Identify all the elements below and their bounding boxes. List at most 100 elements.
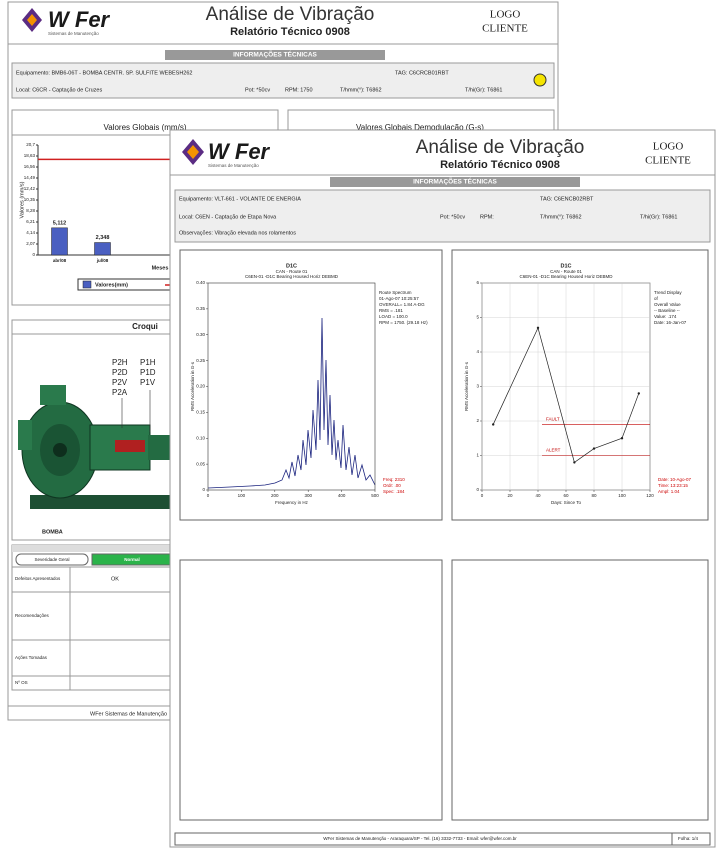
y-tick-label: 0.20 <box>196 384 205 389</box>
x-tick-label: 120 <box>646 493 654 498</box>
rpm: RPM: 1750 <box>285 87 313 93</box>
report-title: Análise de Vibração <box>416 137 585 158</box>
trend-point <box>492 423 495 426</box>
client-logo: CLIENTE <box>645 155 691 167</box>
measure-point: P2V <box>112 378 128 387</box>
y-tick-label: 0.40 <box>196 280 205 285</box>
cursor-readout: Date: 10-Ago-07 <box>658 477 692 482</box>
y-tick-label: 4 <box>476 349 479 354</box>
y-tick-label: 2,07 <box>26 241 35 246</box>
empty-panel <box>451 559 709 821</box>
plot-note: 01-Ago-07 10:25:57 <box>379 296 419 301</box>
measure-point: P2H <box>112 358 128 367</box>
bearing-temp: T/hmm(°): T6862 <box>540 214 582 220</box>
plot-note: Overall Value <box>654 302 681 307</box>
report-title: Análise de Vibração <box>206 4 375 25</box>
y-tick-label: 16,56 <box>24 164 36 169</box>
x-tick-label: jul/08 <box>96 258 109 263</box>
power: Pot: *50cv <box>245 87 270 93</box>
y-tick-label: 0.05 <box>196 461 205 466</box>
y-tick-label: 20,7 <box>26 142 35 147</box>
y-tick-label: 0.35 <box>196 306 205 311</box>
chart-title: Valores Globais (mm/s) <box>104 123 187 132</box>
info-box <box>11 62 555 99</box>
plot-subtitle: CAN - Route 01 <box>276 269 308 274</box>
bearing-temp: T/hmm(°): T6862 <box>340 87 382 93</box>
plot-note: RMS = .181 <box>379 308 403 313</box>
y-tick-label: 0 <box>202 487 205 492</box>
x-tick-label: 40 <box>535 493 541 498</box>
y-tick-label: 0 <box>32 252 35 257</box>
footer-box <box>174 832 711 846</box>
footer-text: WFer Sistemas de Manutenção <box>90 711 167 717</box>
tag: TAG: C6CRCB01RBT <box>395 70 449 76</box>
plot-title: D1C <box>560 263 571 269</box>
logo-icon <box>182 139 204 165</box>
bar <box>94 242 111 256</box>
plot-subtitle: C6EN-01 -D1C Bearing Housed Horiz DEBMD <box>245 274 339 279</box>
x-tick-label: 200 <box>271 493 279 498</box>
alert-label: ALERT <box>546 448 561 453</box>
trend-point <box>620 437 624 440</box>
chart-title: Valores Globais Demodulação (G-s) <box>356 123 484 132</box>
y-tick-label: 5 <box>476 315 479 320</box>
x-tick-label: 80 <box>591 493 597 498</box>
y-tick-label: 12,42 <box>24 186 36 191</box>
tag: TAG: C6ENCB02RBT <box>540 196 594 202</box>
report-subtitle: Relatório Técnico 0908 <box>230 26 350 38</box>
y-tick-label: 10,35 <box>24 197 36 202</box>
logo-subtitle: Sistemas de Manutenção <box>208 163 259 168</box>
equipment: Equipamento: BMB6-06T - BOMBA CENTR. SP.… <box>16 70 192 76</box>
y-axis-label: RMS Acceleration in G-s <box>464 361 469 411</box>
measure-point: P1V <box>140 378 156 387</box>
trend-line <box>492 326 640 463</box>
plot-subtitle: C6EN-01 -D1C Bearing Housed Horiz DEBMD <box>519 274 613 279</box>
status-indicator <box>533 73 547 87</box>
info-box <box>174 189 711 243</box>
plot-note: RPM = 1750. (29.18 Hz) <box>379 320 428 325</box>
cursor-readout: Spec: .184 <box>383 489 405 494</box>
y-tick-label: 1 <box>476 453 479 458</box>
severity-label-box <box>15 553 89 566</box>
pump-illustration <box>18 385 176 509</box>
power: Pot: *50cv <box>440 214 465 220</box>
measure-point: P2D <box>112 368 128 377</box>
trend-point <box>637 392 640 395</box>
other-temp: T/hi(Gr): T6861 <box>640 214 678 220</box>
sketch-label: BOMBA <box>42 529 63 535</box>
measure-point: P1H <box>140 358 156 367</box>
x-axis-label: Meses <box>152 265 169 271</box>
logo-icon <box>22 8 42 32</box>
row-label: Recomendações <box>15 613 50 618</box>
plot-note: LOAD = 100.0 <box>379 314 408 319</box>
location: Local: C6EN - Captação de Etapa Nova <box>179 214 277 220</box>
plot-note: of <box>654 296 659 301</box>
legend-label: Valores(mm) <box>95 282 128 288</box>
cursor-readout: Ampl: 1.04 <box>658 489 680 494</box>
y-tick-label: 8,28 <box>26 208 35 213</box>
footer-text: WFer Sistemas de Manutenção - Araraquara… <box>323 836 517 841</box>
x-tick-label: 60 <box>563 493 569 498</box>
client-logo: LOGO <box>653 141 684 153</box>
x-tick-label: 0 <box>207 493 210 498</box>
heading-bar <box>165 50 385 60</box>
cursor-readout: Freq: 2310 <box>383 477 405 482</box>
report-subtitle: Relatório Técnico 0908 <box>440 159 560 171</box>
client-logo: CLIENTE <box>482 23 528 35</box>
plot-note: OVERALL= 1.84 A-DG <box>379 302 425 307</box>
sketch-title: Croqui <box>132 322 158 331</box>
plot-note: Date: 16-Jan-07 <box>654 320 687 325</box>
y-tick-label: 0.10 <box>196 435 205 440</box>
legend-swatch <box>82 280 92 289</box>
x-tick-label: 0 <box>481 493 484 498</box>
cursor-readout: Time: 13:23:15 <box>658 483 688 488</box>
x-tick-label: 500 <box>371 493 379 498</box>
equipment: Equipamento: VLT-661 - VOLANTE DE ENERGI… <box>179 196 301 202</box>
cursor-readout: Ordr: .00 <box>383 483 401 488</box>
y-tick-label: 0 <box>476 487 479 492</box>
logo-text: W Fer <box>208 139 271 164</box>
x-tick-label: abr/08 <box>53 258 67 263</box>
location: Local: C6CR - Captação de Cruzes <box>16 87 102 93</box>
severity-label: Severidade Geral <box>34 557 69 562</box>
